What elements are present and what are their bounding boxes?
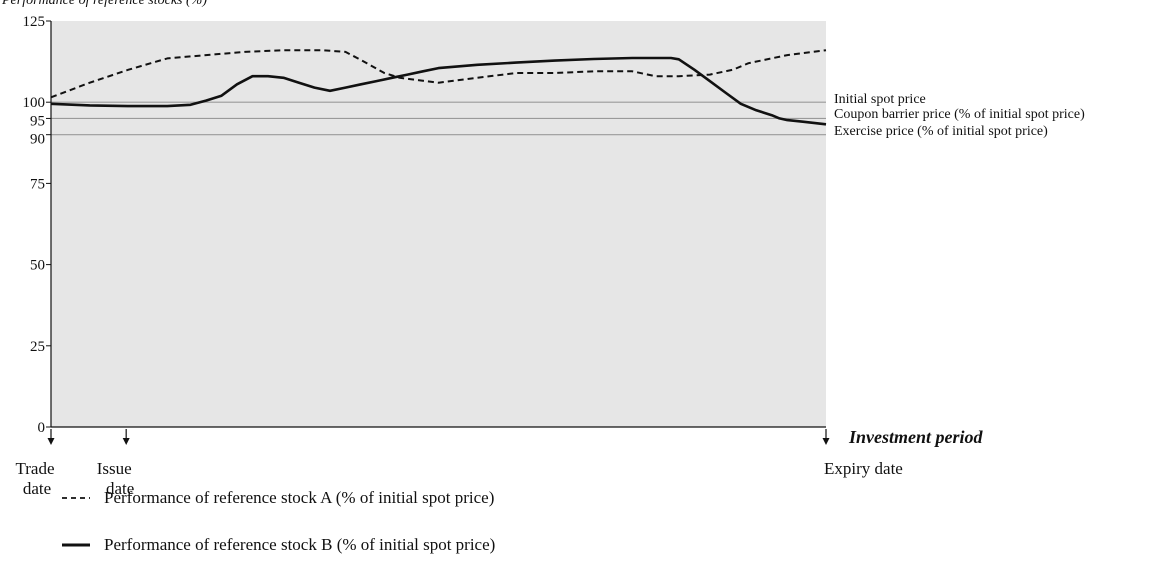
event-label-line: Trade xyxy=(15,459,54,478)
plot-background xyxy=(51,21,826,427)
reference-line-label-3: Exercise price (% of initial spot price) xyxy=(834,124,1048,139)
y-tick-label-75: 75 xyxy=(30,176,45,192)
reference-line-label-2: Coupon barrier price (% of initial spot … xyxy=(834,107,1085,122)
legend-label: Performance of reference stock B (% of i… xyxy=(104,535,495,554)
legend-label: Performance of reference stock A (% of i… xyxy=(104,488,494,507)
series-layer xyxy=(50,49,827,126)
y-tick-label-90: 90 xyxy=(30,132,45,148)
series-line-b xyxy=(50,56,827,126)
y-tick-label-25: 25 xyxy=(30,339,45,355)
axes-layer xyxy=(50,21,826,428)
legend-item-b: Performance of reference stock B (% of i… xyxy=(62,535,495,554)
y-tick-label-100: 100 xyxy=(23,95,46,111)
y-tick-label-95: 95 xyxy=(30,113,45,129)
x-axis-title: Investment period xyxy=(848,427,983,447)
event-label-line: Expiry date xyxy=(824,459,903,478)
event-label-line: date xyxy=(23,479,51,498)
chart-header-text: Performance of reference stocks (%) xyxy=(1,0,207,8)
down-arrow-icon xyxy=(122,438,130,445)
down-arrow-icon xyxy=(47,438,55,445)
legend: Performance of reference stock A (% of i… xyxy=(62,488,495,554)
event-marker-3: Expiry date xyxy=(822,429,903,478)
y-tick-label-0: 0 xyxy=(38,420,46,436)
series-line-a xyxy=(50,49,827,99)
down-arrow-icon xyxy=(822,438,830,445)
y-tick-label-125: 125 xyxy=(23,14,46,30)
reference-line-label-1: Initial spot price xyxy=(834,92,926,107)
legend-item-a: Performance of reference stock A (% of i… xyxy=(62,488,494,507)
y-tick-label-50: 50 xyxy=(30,258,45,274)
y-tick-labels: 0 25 50 75 90 95 100 125 xyxy=(23,14,51,436)
event-label-line: Issue xyxy=(97,459,132,478)
event-label-line: date xyxy=(106,479,134,498)
